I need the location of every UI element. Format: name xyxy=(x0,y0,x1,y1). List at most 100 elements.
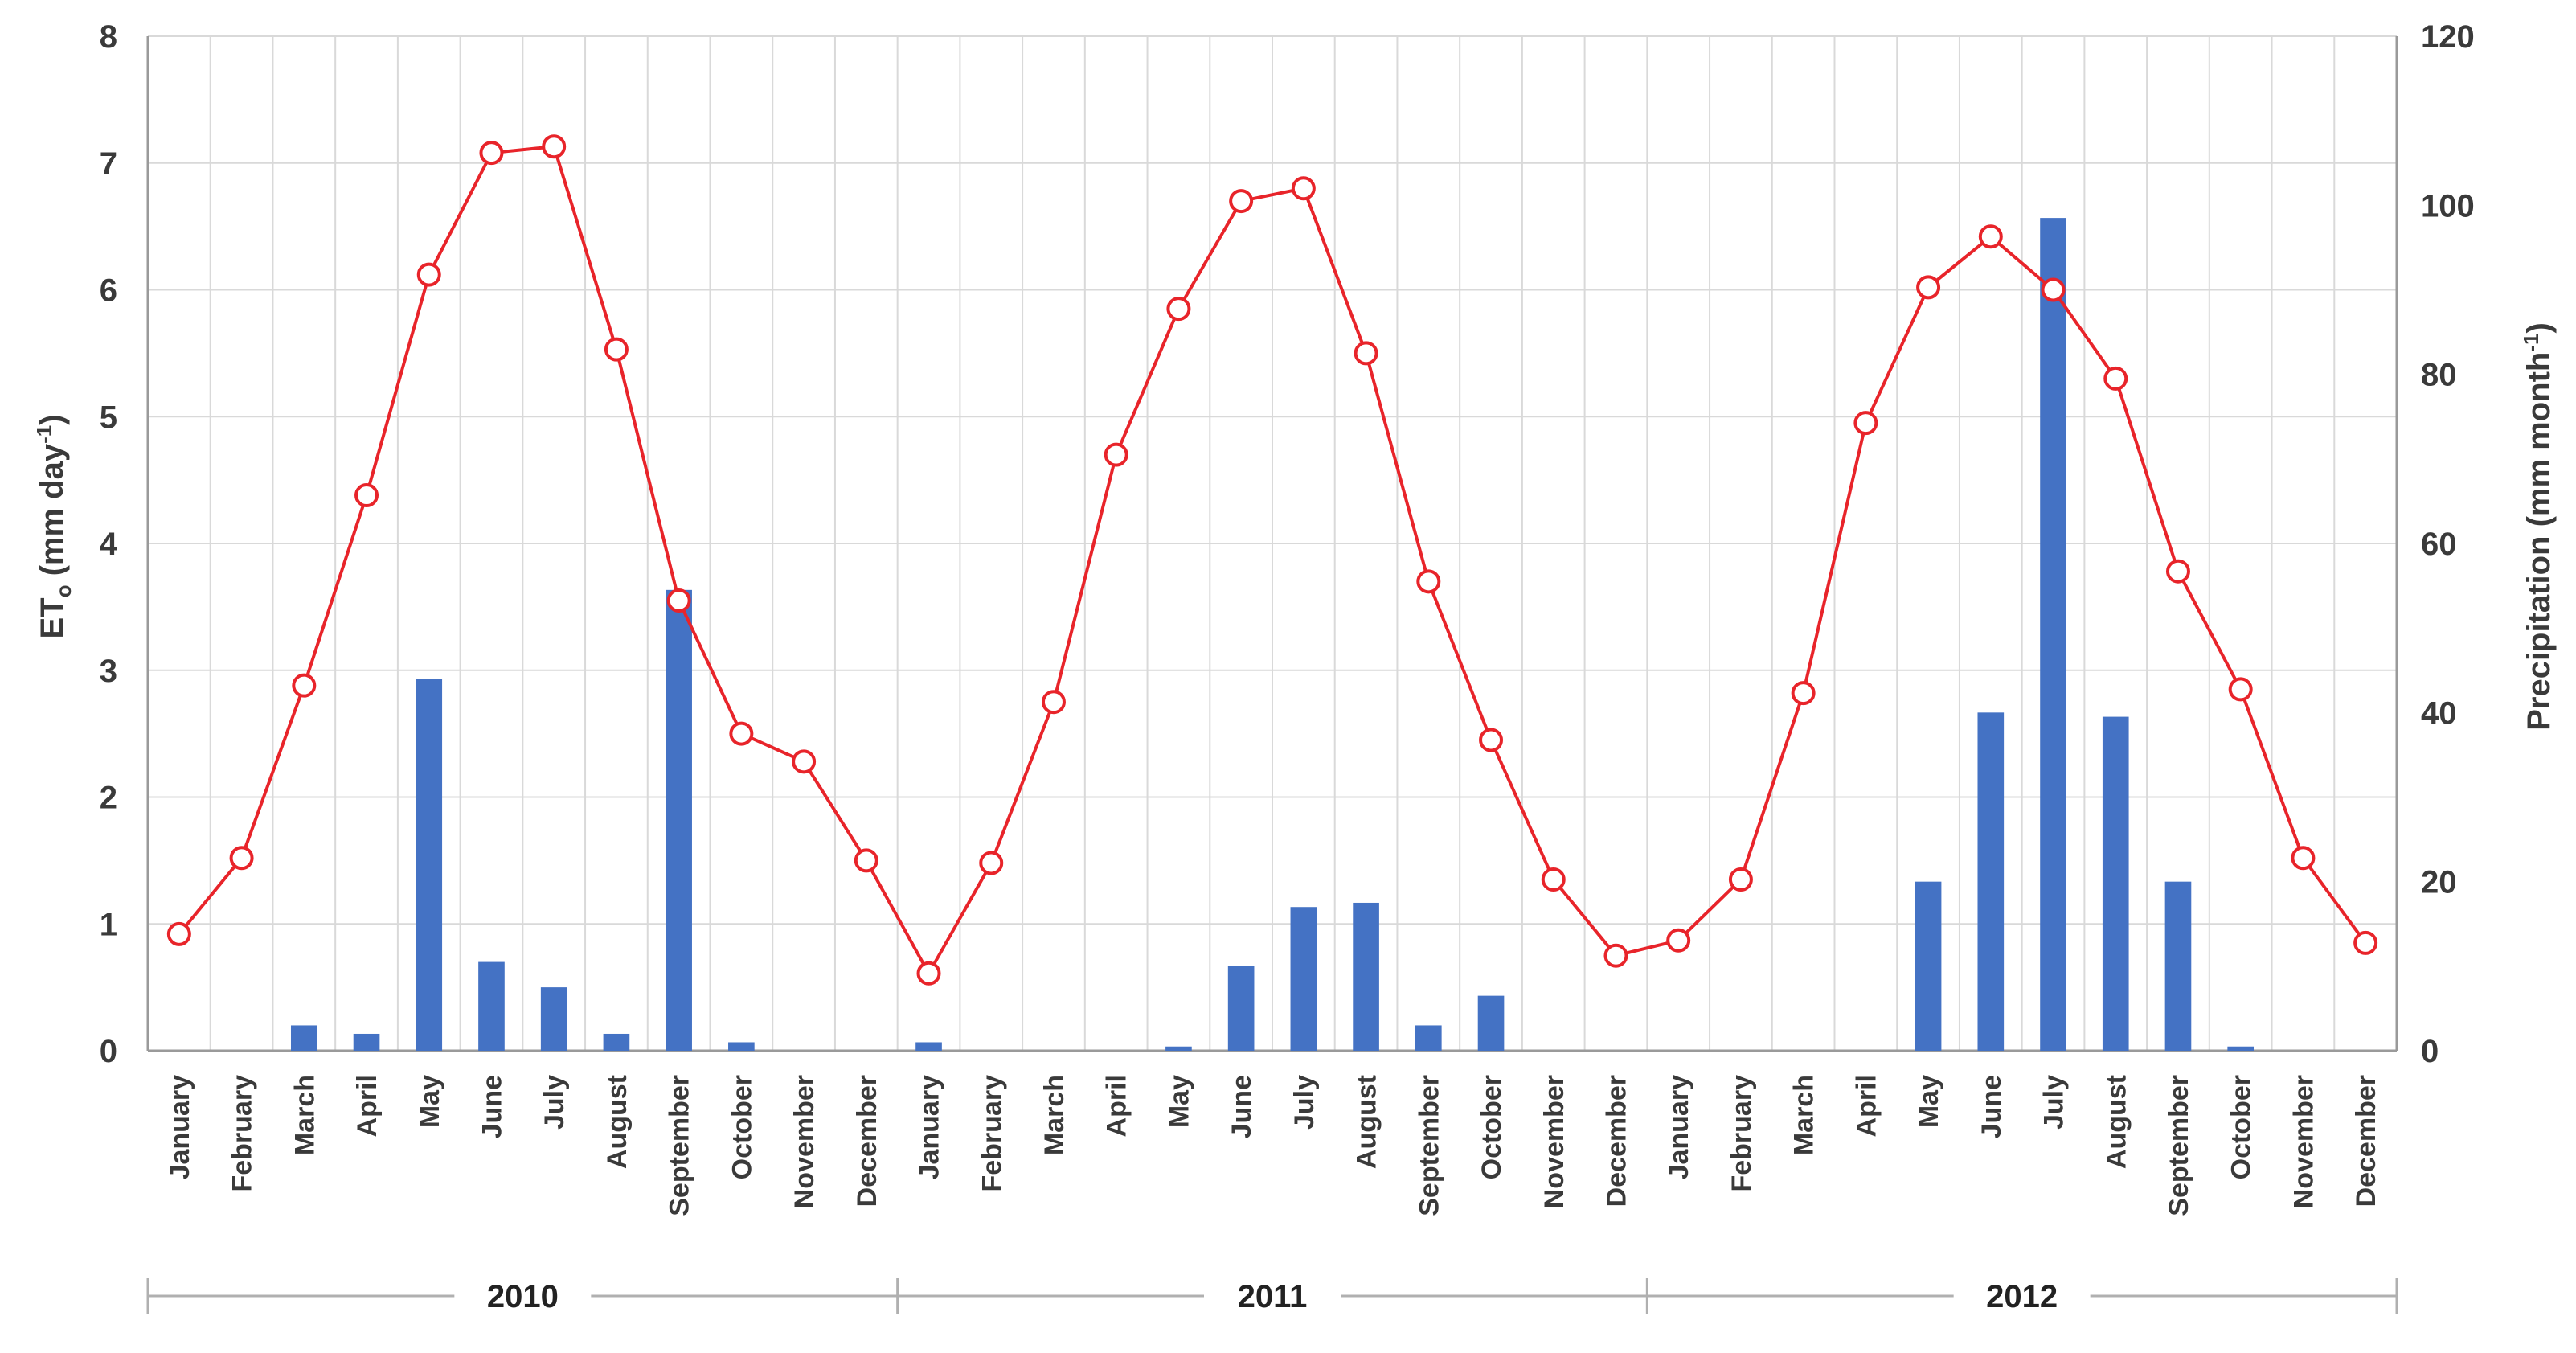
precipitation-bar xyxy=(1290,907,1317,1051)
x-tick-label: November xyxy=(1539,1075,1570,1208)
y-left-tick-label: 2 xyxy=(100,781,117,816)
eto-point xyxy=(792,749,817,774)
precipitation-bar xyxy=(2040,218,2066,1051)
eto-point xyxy=(1728,867,1753,892)
x-tick-label: March xyxy=(289,1075,320,1155)
x-tick-label: April xyxy=(1102,1075,1132,1137)
year-label: 2010 xyxy=(487,1279,559,1314)
x-tick-label: November xyxy=(2288,1075,2319,1208)
precipitation-bar xyxy=(2227,1046,2255,1051)
precipitation-bar xyxy=(728,1042,755,1051)
eto-point xyxy=(2165,559,2190,584)
eto-point xyxy=(1978,224,2003,249)
eto-point xyxy=(416,262,441,287)
eto-point xyxy=(916,961,941,986)
x-tick-label: September xyxy=(2164,1075,2194,1216)
x-tick-label: August xyxy=(1352,1075,1382,1169)
x-tick-label: April xyxy=(1851,1075,1882,1137)
eto-point xyxy=(729,721,754,746)
y-right-axis-title: Precipitation (mm month-1) xyxy=(2519,322,2557,731)
y-left-tick-label: 6 xyxy=(100,273,117,309)
x-tick-label: March xyxy=(1039,1075,1070,1155)
y-left-tick-label: 7 xyxy=(100,146,117,182)
year-label: 2012 xyxy=(1986,1279,2058,1314)
precipitation-bar xyxy=(290,1025,317,1051)
x-tick-label: July xyxy=(1289,1075,1320,1130)
eto-point xyxy=(1041,690,1066,715)
eto-point xyxy=(292,673,317,698)
x-tick-label: January xyxy=(915,1075,945,1179)
x-tick-label: October xyxy=(1476,1075,1507,1179)
x-tick-label: March xyxy=(1789,1075,1820,1155)
x-tick-label: April xyxy=(352,1075,383,1137)
eto-point xyxy=(2041,277,2066,302)
precipitation-bar xyxy=(1353,902,1379,1051)
eto-point xyxy=(1541,867,1566,892)
eto-point xyxy=(1291,176,1316,201)
y-left-axis-title: ETo (mm day-1) xyxy=(32,414,76,638)
precipitation-bar xyxy=(1415,1025,1442,1051)
y-right-tick-label: 80 xyxy=(2421,358,2457,393)
eto-point xyxy=(1853,411,1878,436)
y-left-tick-label: 5 xyxy=(100,400,117,435)
x-tick-label: September xyxy=(665,1075,695,1216)
x-tick-label: December xyxy=(852,1075,883,1207)
y-left-tick-label: 8 xyxy=(100,19,117,55)
y-left-tick-label: 3 xyxy=(100,654,117,689)
year-label: 2011 xyxy=(1238,1279,1308,1314)
precipitation-bars xyxy=(290,218,2255,1051)
x-tick-label: October xyxy=(727,1075,757,1179)
x-tick-label: February xyxy=(1726,1075,1757,1192)
precipitation-bar xyxy=(666,589,692,1051)
eto-point xyxy=(604,337,629,362)
eto-point xyxy=(166,921,191,946)
eto-point xyxy=(1416,569,1441,594)
eto-line xyxy=(166,134,2378,986)
eto-point xyxy=(666,588,691,613)
year-label-background xyxy=(1953,1272,2091,1320)
eto-point xyxy=(979,851,1004,875)
precipitation-bar xyxy=(1227,966,1255,1051)
eto-point xyxy=(479,141,504,166)
grid-lines xyxy=(147,35,2398,1052)
precipitation-bar xyxy=(1915,881,1942,1051)
precipitation-bar xyxy=(1477,995,1505,1051)
eto-point xyxy=(229,846,254,871)
eto-point xyxy=(1603,943,1628,968)
precipitation-bar xyxy=(2164,881,2192,1051)
x-tick-label: May xyxy=(1164,1075,1194,1128)
x-tick-label: September xyxy=(1414,1075,1444,1216)
x-tick-label: December xyxy=(1601,1075,1632,1207)
x-tick-label: July xyxy=(539,1075,570,1130)
x-tick-label: February xyxy=(227,1075,258,1192)
y-left-tick-label: 0 xyxy=(100,1034,117,1069)
x-tick-label: June xyxy=(1227,1075,1257,1138)
x-tick-label: January xyxy=(165,1075,195,1179)
precipitation-bar xyxy=(1977,712,2005,1051)
eto-point xyxy=(1666,928,1691,953)
eto-point xyxy=(542,134,567,159)
axes xyxy=(146,36,2398,1052)
eto-point xyxy=(1104,442,1128,467)
year-bracket: 2010 2011 2012 xyxy=(146,1272,2398,1320)
eto-point xyxy=(2103,366,2128,391)
eto-point xyxy=(1916,275,1941,300)
precipitation-bar xyxy=(540,987,567,1051)
precipitation-bar xyxy=(1165,1046,1192,1051)
y-left-tick-label: 1 xyxy=(100,907,117,942)
precipitation-bar xyxy=(2102,716,2129,1051)
y-left-tick-label: 4 xyxy=(100,527,118,562)
y-right-tick-label: 0 xyxy=(2421,1034,2439,1069)
precipitation-bar xyxy=(353,1033,380,1051)
x-tick-label: December xyxy=(2351,1075,2381,1207)
eto-point xyxy=(854,848,878,873)
x-tick-label: May xyxy=(1914,1075,1944,1128)
y-right-tick-label: 20 xyxy=(2421,865,2457,900)
y-right-tick-label: 120 xyxy=(2421,19,2475,55)
eto-point xyxy=(2228,677,2253,702)
y-right-tick-label: 100 xyxy=(2421,188,2475,223)
x-tick-label: August xyxy=(602,1075,633,1169)
